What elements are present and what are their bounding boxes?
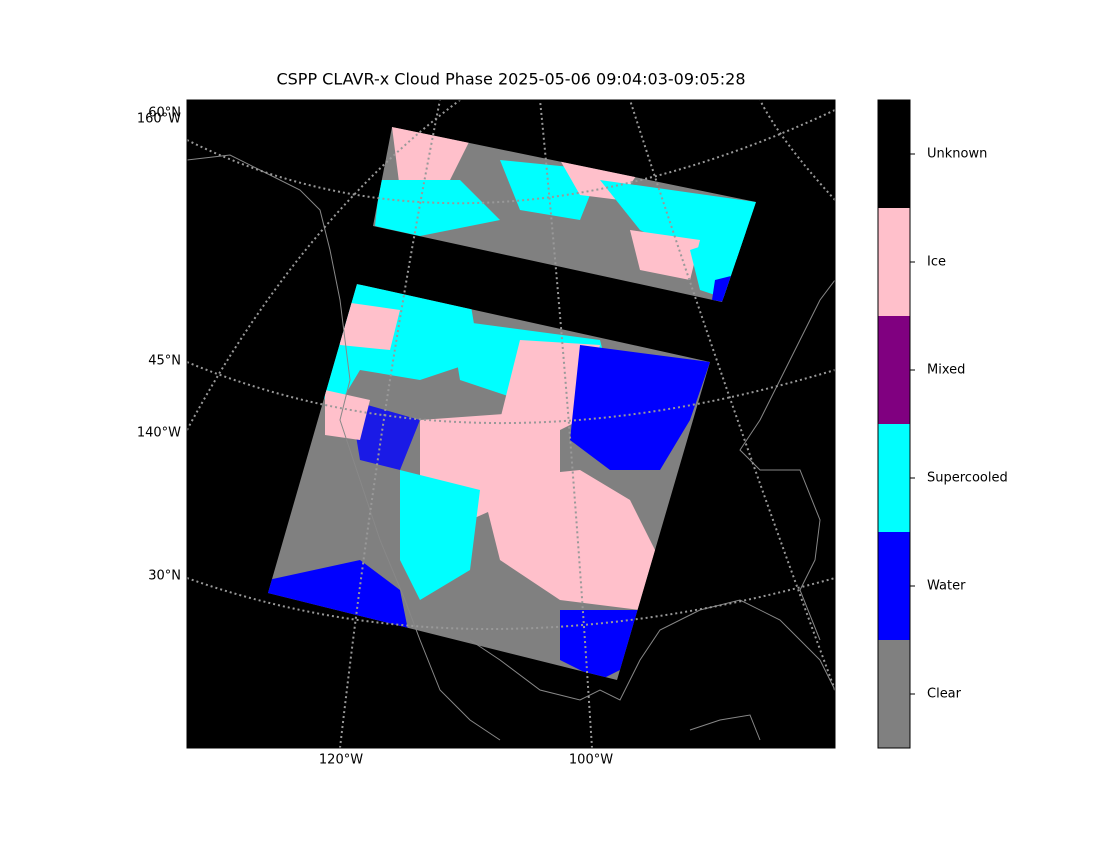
colorbar-label: Unknown <box>927 147 987 162</box>
coastlines <box>187 154 835 741</box>
colorbar-label: Mixed <box>927 363 965 378</box>
lon-label: 140°W <box>137 426 181 441</box>
colorbar-label: Water <box>927 579 966 594</box>
colorbar-band <box>878 532 910 640</box>
cloud-patch <box>350 400 420 470</box>
cloud-patch <box>600 180 756 260</box>
cloud-patch <box>630 230 700 280</box>
cloud-patch <box>375 180 500 236</box>
colorbar-frame <box>877 99 911 749</box>
lat-label: 45°N <box>148 354 181 369</box>
map-frame <box>186 99 836 749</box>
cloud-patch <box>570 345 710 470</box>
colorbar: Unknown Ice Mixed Supercooled Water Clear <box>877 99 1008 749</box>
cloud-patch <box>400 470 480 600</box>
swath-lower <box>268 284 710 680</box>
lat-label: 60°N <box>148 106 181 121</box>
colorbar-label: Supercooled <box>927 471 1008 486</box>
map <box>187 100 835 748</box>
title: CSPP CLAVR-x Cloud Phase 2025-05-06 09:0… <box>276 70 745 89</box>
colorbar-label: Ice <box>927 255 946 270</box>
colorbar-band <box>878 100 910 208</box>
lon-label: 120°W <box>319 753 363 768</box>
graticule <box>187 100 835 748</box>
cloud-patch <box>560 610 640 680</box>
swaths <box>268 127 756 680</box>
colorbar-label: Clear <box>927 687 962 702</box>
colorbar-band <box>878 208 910 316</box>
colorbar-band <box>878 316 910 424</box>
cloud-patch <box>392 127 470 190</box>
lon-label: 100°W <box>569 753 613 768</box>
lat-label: 30°N <box>148 569 181 584</box>
cloud-patch <box>480 470 660 610</box>
cloud-patch <box>325 390 370 440</box>
colorbar-band <box>878 424 910 532</box>
lon-label: 160°W <box>137 112 181 127</box>
colorbar-band <box>878 640 910 748</box>
